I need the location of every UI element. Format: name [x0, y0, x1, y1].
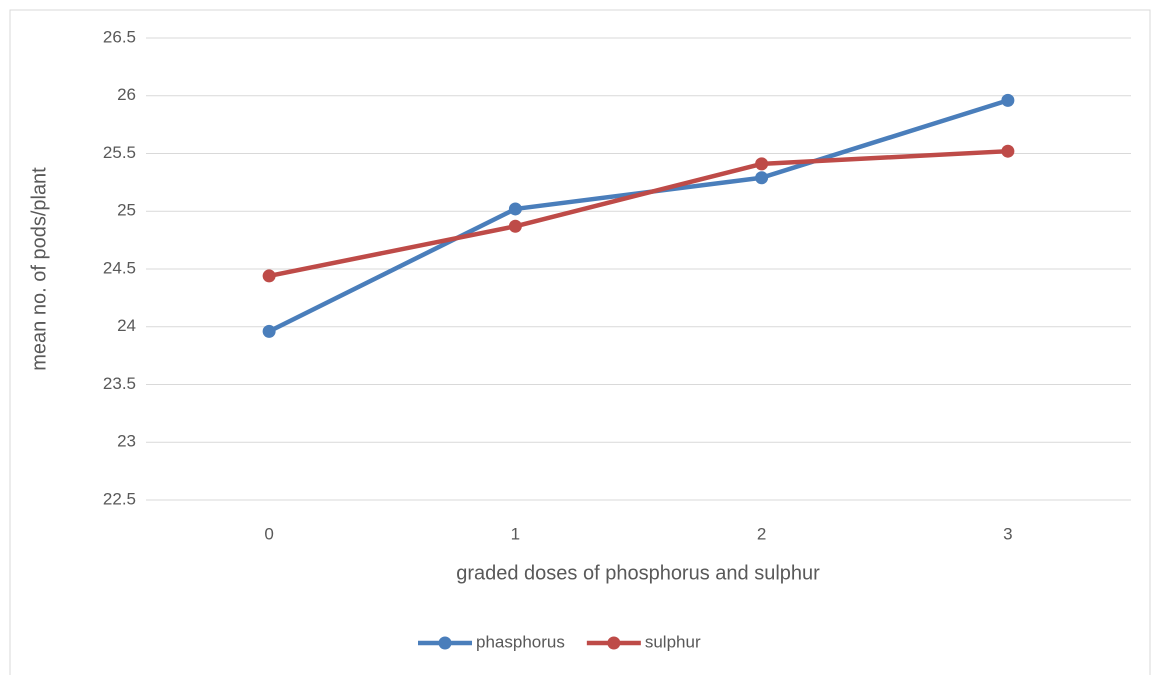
y-axis-title: mean no. of pods/plant [28, 167, 50, 371]
legend-marker [607, 636, 621, 650]
data-point [1001, 93, 1015, 107]
y-tick-label: 24.5 [103, 258, 136, 277]
chart-frame [9, 9, 1151, 675]
y-tick-label: 23 [117, 432, 136, 451]
legend-label: phasphorus [476, 632, 565, 651]
series-line [268, 148, 1008, 279]
x-axis-title: graded doses of phosphorus and sulphur [456, 562, 820, 584]
y-tick-label: 25.5 [103, 143, 136, 162]
data-point [508, 202, 522, 216]
x-tick-label: 0 [264, 524, 273, 543]
y-tick-label: 22.5 [103, 489, 136, 508]
data-point [508, 219, 522, 233]
data-point [755, 171, 769, 185]
y-tick-label: 26 [117, 85, 136, 104]
y-tick-label: 24 [117, 316, 136, 335]
data-point [755, 157, 769, 171]
legend-marker [438, 636, 452, 650]
data-point [262, 269, 276, 283]
x-tick-label: 2 [757, 524, 766, 543]
x-tick-label: 3 [1003, 524, 1012, 543]
legend-label: sulphur [645, 632, 701, 651]
y-tick-label: 23.5 [103, 374, 136, 393]
x-tick-label: 1 [511, 524, 520, 543]
y-tick-label: 25 [117, 201, 136, 220]
data-point [262, 324, 276, 338]
y-tick-label: 26.5 [103, 27, 136, 46]
data-point [1001, 144, 1015, 158]
